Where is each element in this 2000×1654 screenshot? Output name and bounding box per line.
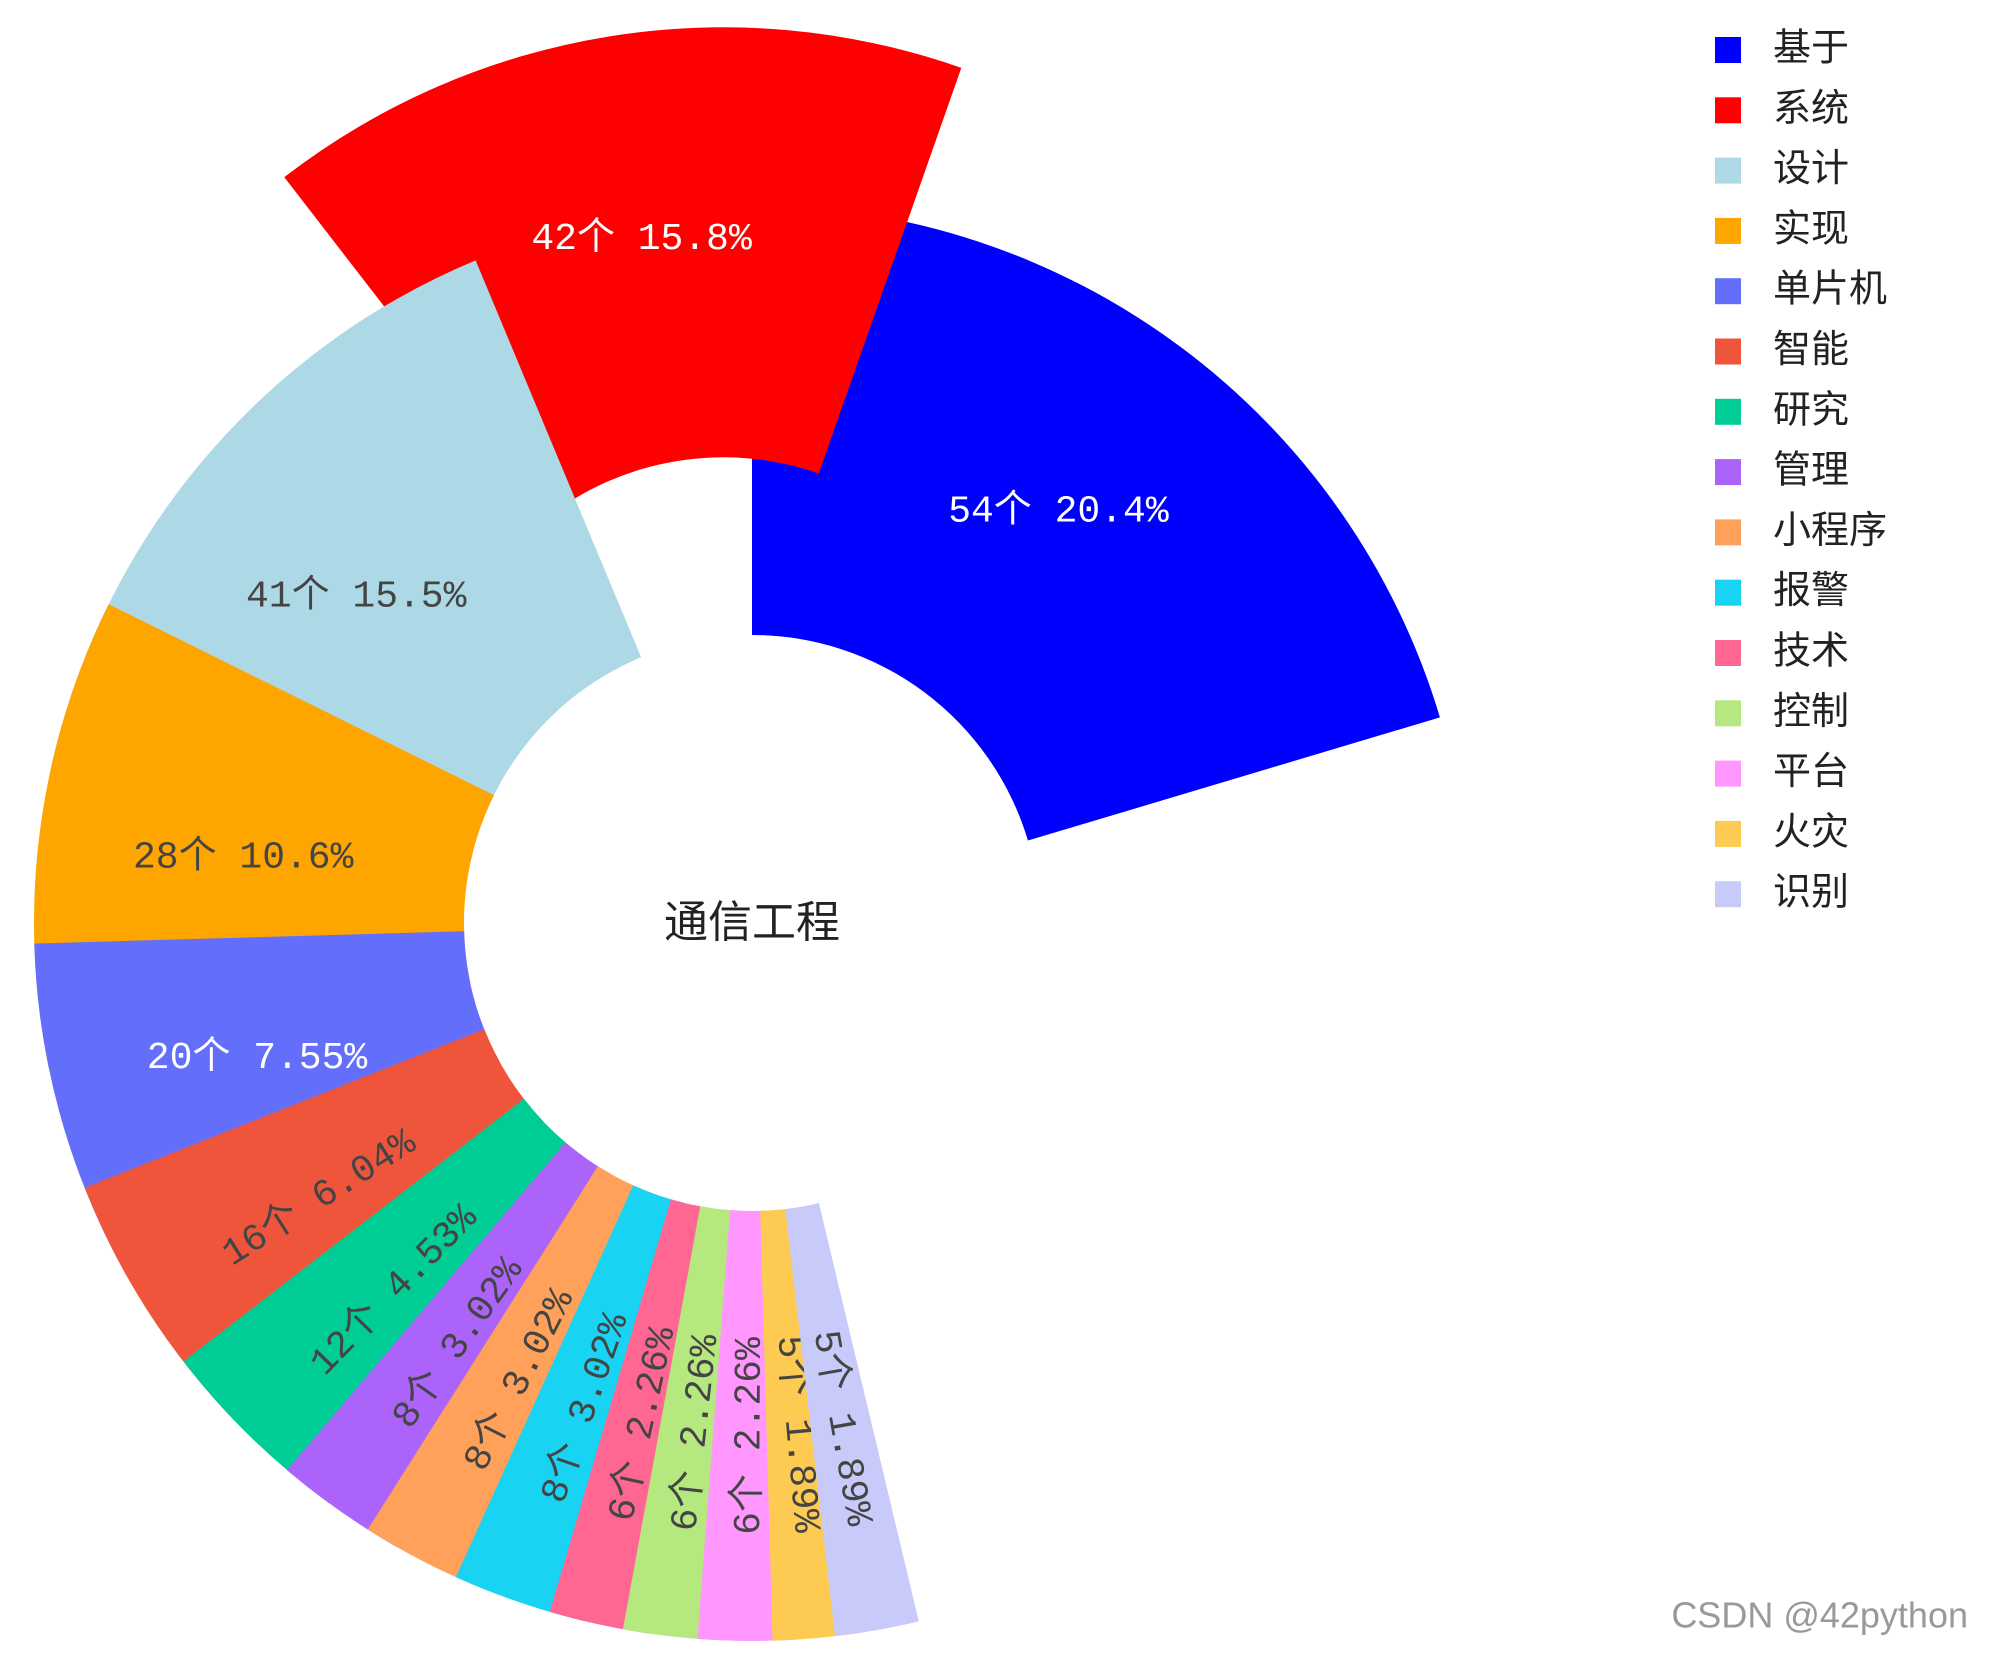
legend-label: 实现	[1773, 206, 1849, 250]
data-label: 6个 2.26%	[727, 1337, 772, 1535]
legend-swatch	[1715, 217, 1741, 244]
pie-slice	[785, 1203, 919, 1637]
legend-label: 火灾	[1773, 809, 1849, 853]
legend-label: 识别	[1773, 870, 1849, 914]
legend-swatch	[1715, 459, 1741, 486]
legend-swatch	[1715, 760, 1741, 787]
data-label: 42个 15.8%	[531, 217, 752, 261]
legend-swatch	[1715, 519, 1741, 546]
legend-swatch	[1715, 820, 1741, 847]
pie-slice	[367, 1166, 647, 1592]
legend-swatch	[1715, 157, 1741, 184]
pie-slice	[455, 1185, 685, 1622]
data-label: 41个 15.5%	[246, 575, 467, 619]
legend-label: 小程序	[1773, 508, 1887, 552]
data-label: 54个 20.4%	[948, 490, 1169, 534]
legend-label: 系统	[1773, 86, 1849, 130]
legend-swatch	[1715, 338, 1741, 365]
legend-swatch	[1715, 278, 1741, 305]
legend-label: 技术	[1773, 629, 1849, 673]
pie-slice	[287, 1142, 611, 1548]
legend-swatch	[1715, 881, 1741, 908]
legend-swatch	[1715, 579, 1741, 606]
legend-swatch	[1715, 700, 1741, 727]
chart-title: 通信工程	[664, 897, 840, 948]
pie-slice	[183, 1098, 583, 1504]
legend-swatch	[1715, 398, 1741, 425]
legend-label: 研究	[1773, 387, 1849, 431]
legend-swatch	[1715, 640, 1741, 666]
legend-label: 控制	[1773, 689, 1849, 733]
legend-label: 基于	[1773, 26, 1849, 70]
legend-label: 平台	[1773, 749, 1849, 793]
pie-slice	[549, 1199, 711, 1634]
legend-label: 管理	[1773, 448, 1849, 492]
legend-label: 报警	[1773, 568, 1849, 612]
data-label: 28个 10.6%	[133, 835, 354, 879]
pie-slice	[84, 1029, 543, 1417]
legend-swatch	[1715, 97, 1741, 124]
pie-slice	[752, 205, 1440, 841]
legend-label: 设计	[1773, 146, 1849, 190]
legend-label: 智能	[1773, 327, 1849, 371]
watermark: CSDN @42python	[1671, 1595, 1968, 1636]
legend-label: 单片机	[1773, 267, 1887, 311]
legend-swatch	[1715, 37, 1741, 63]
data-label: 20个 7.55%	[147, 1036, 368, 1080]
